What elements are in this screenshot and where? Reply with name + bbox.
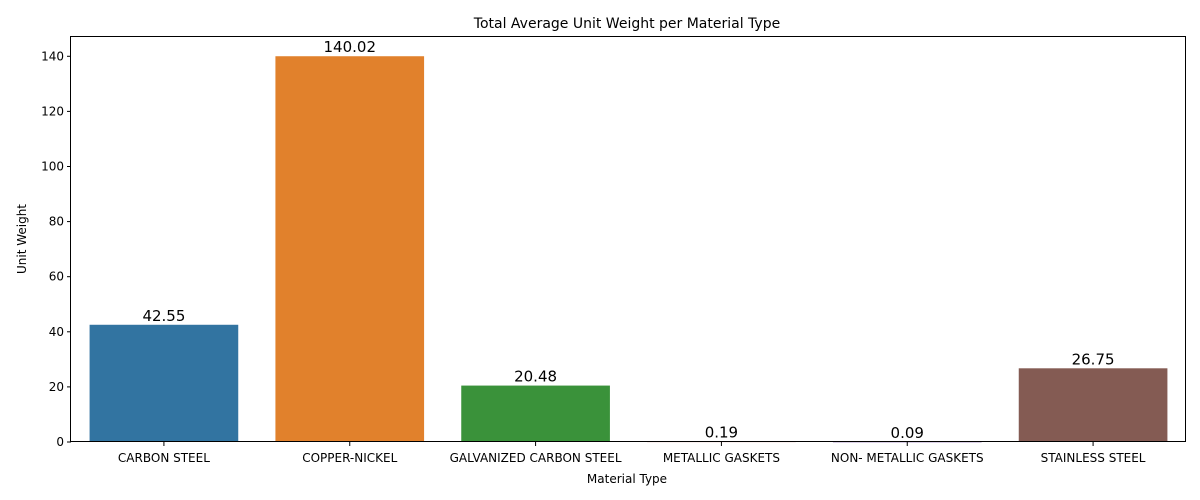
chart-title: Total Average Unit Weight per Material T… (473, 16, 780, 32)
bars-group (89, 56, 1168, 443)
y-axis-ticks: 0 20 40 60 80 100 120 140 (41, 49, 71, 449)
y-tick-label: 140 (41, 49, 64, 63)
x-tick-label: COPPER-NICKEL (302, 451, 397, 465)
x-axis-label: Material Type (587, 472, 667, 486)
x-tick-label: GALVANIZED CARBON STEEL (450, 451, 622, 465)
y-tick-label: 120 (41, 104, 64, 118)
bar-value-label: 0.09 (891, 424, 924, 442)
y-tick-label: 60 (49, 270, 64, 284)
bar-value-label: 0.19 (705, 423, 738, 441)
x-tick-label: STAINLESS STEEL (1041, 451, 1146, 465)
y-tick-label: 100 (41, 159, 64, 173)
x-tick-label: NON- METALLIC GASKETS (831, 451, 984, 465)
y-tick-label: 0 (56, 435, 64, 449)
y-axis-label: Unit Weight (15, 204, 29, 274)
bar (275, 56, 425, 442)
x-tick-label: CARBON STEEL (118, 451, 210, 465)
bar-value-label: 20.48 (514, 368, 557, 386)
bar-value-label: 140.02 (324, 38, 377, 56)
y-tick-label: 80 (49, 215, 64, 229)
bar-value-label: 42.55 (142, 307, 185, 325)
bar (461, 385, 610, 442)
plot-frame (70, 36, 1186, 442)
y-tick-label: 20 (49, 380, 64, 394)
bar (1018, 368, 1168, 442)
bar (89, 324, 239, 442)
data-labels-group: 42.55 140.02 20.48 0.19 0.09 26.75 (142, 38, 1114, 442)
y-tick-label: 40 (49, 325, 64, 339)
x-tick-label: METALLIC GASKETS (663, 451, 780, 465)
bar-value-label: 26.75 (1072, 350, 1115, 368)
x-axis-ticks: CARBON STEEL COPPER-NICKEL GALVANIZED CARB… (118, 442, 1146, 465)
